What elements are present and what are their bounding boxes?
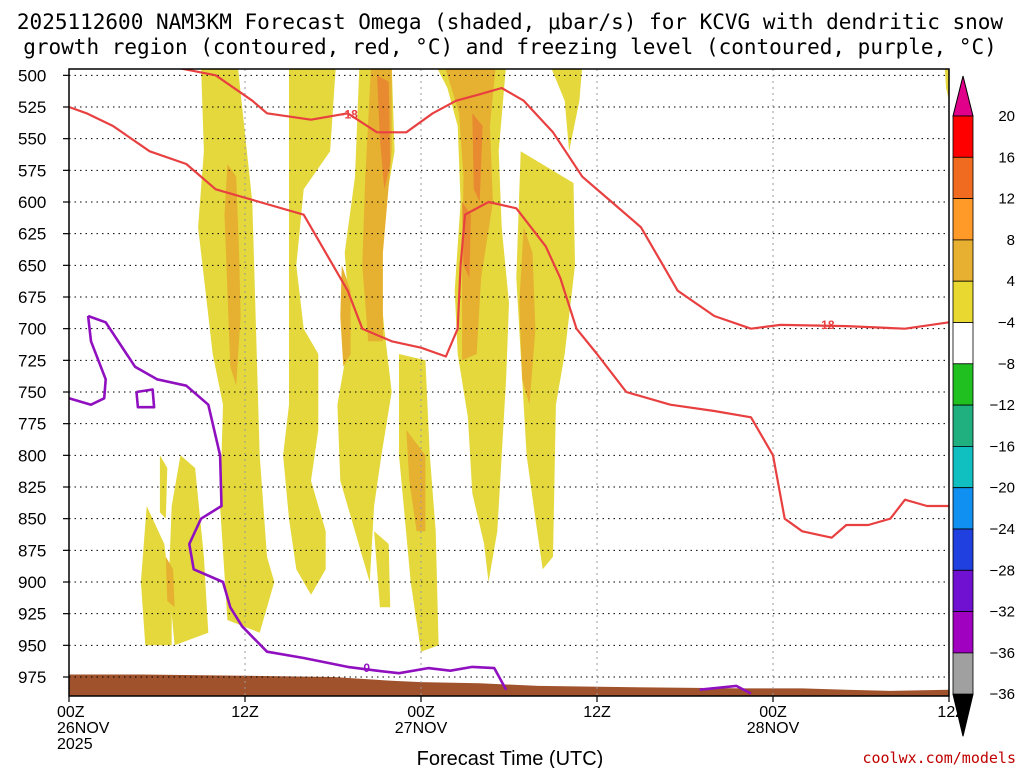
ytick-label-700: 700 (18, 320, 46, 339)
colorbar-swatch-5 (952, 322, 974, 365)
ytick-label-675: 675 (18, 288, 46, 307)
colorbar-label-9: −20 (990, 480, 1015, 497)
freezing-contour-0 (87, 314, 508, 691)
ytick-label-650: 650 (18, 256, 46, 275)
y-axis: 500 525 550 575 600 625 650 675 700 725 750 775 800 8… (18, 66, 69, 687)
colorbar-label-7: −12 (990, 397, 1015, 414)
contour-label-0: −18 (337, 108, 358, 122)
freezing-contour-3 (699, 684, 752, 695)
x-axis-label: Forecast Time (UTC) (417, 748, 604, 768)
omega-region-18 (165, 556, 175, 608)
omega-region-11 (944, 69, 949, 101)
ytick-label-775: 775 (18, 415, 46, 434)
contour-label-2: 0 (363, 661, 370, 675)
freezing-level-contours (69, 314, 752, 695)
omega-region-12 (224, 164, 241, 386)
colorbar-swatch-3 (952, 239, 974, 282)
chart-title-line1: 2025112600 NAM3KM Forecast Omega (shaded… (17, 10, 1004, 34)
ytick-label-850: 850 (18, 510, 46, 529)
colorbar-label-2: 12 (998, 191, 1015, 208)
colorbar-label-10: −24 (990, 521, 1015, 538)
colorbar-label-bottom: −36 (990, 686, 1015, 703)
contour-labels: −18 −18 0 (337, 108, 835, 676)
colorbar-swatch-1 (952, 156, 974, 200)
terrain-fill (69, 674, 949, 696)
colorbar-label-13: −36 (990, 645, 1015, 662)
colorbar-swatch-11 (952, 569, 974, 612)
colorbar-swatch-6 (952, 363, 974, 406)
colorbar-swatch-9 (952, 487, 974, 530)
ytick-label-525: 525 (18, 98, 46, 117)
freezing-contour-1 (69, 315, 107, 407)
colorbar-label-4: 4 (1007, 273, 1015, 290)
colorbar-swatch-4 (952, 280, 974, 323)
ytick-label-575: 575 (18, 161, 46, 180)
colorbar-swatch-2 (952, 198, 974, 241)
plot-frame (68, 68, 950, 697)
xtick-label-24-0: 00Z (407, 704, 435, 721)
ytick-label-975: 975 (18, 668, 46, 687)
xtick-label-0-1: 26NOV (57, 720, 110, 737)
ytick-label-825: 825 (18, 478, 46, 497)
ytick-label-600: 600 (18, 193, 46, 212)
ytick-label-950: 950 (18, 636, 46, 655)
xtick-label-48-0: 00Z (759, 704, 787, 721)
ytick-label-625: 625 (18, 225, 46, 244)
ytick-label-550: 550 (18, 130, 46, 149)
colorbar-label-5: −4 (998, 315, 1015, 332)
colorbar-swatch-10 (952, 528, 974, 571)
colorbar-swatch-12 (952, 611, 974, 654)
ytick-label-800: 800 (18, 446, 46, 465)
colorbar-label-1: 16 (998, 149, 1015, 166)
colorbar-label-11: −28 (990, 562, 1015, 579)
xtick-label-0-0: 00Z (57, 704, 85, 721)
credit-text: coolwx.com/models (862, 749, 1016, 767)
chart-title-line2: growth region (contoured, red, °C) and f… (23, 35, 997, 59)
colorbar-label-3: 8 (1007, 232, 1015, 249)
xtick-label-48-1: 28NOV (747, 720, 800, 737)
ytick-label-750: 750 (18, 383, 46, 402)
colorbar-label-8: −16 (990, 438, 1015, 455)
colorbar-swatch-8 (952, 445, 974, 489)
omega-region-1 (283, 69, 336, 595)
colorbar-swatch-7 (952, 404, 974, 447)
omega-region-10 (551, 69, 582, 152)
ytick-label-925: 925 (18, 605, 46, 624)
colorbar-label-12: −32 (990, 604, 1015, 621)
grid-lines (69, 69, 949, 696)
xtick-label-0-2: 2025 (57, 736, 93, 753)
ytick-label-500: 500 (18, 66, 46, 85)
colorbar-bottom-arrow (952, 693, 974, 737)
freezing-contour-2 (135, 388, 156, 409)
terrain (69, 674, 949, 696)
omega-shading (140, 69, 949, 652)
omega-region-7 (140, 506, 172, 646)
omega-region-9 (168, 455, 209, 646)
colorbar-label-0: 20 (998, 108, 1015, 125)
xtick-label-24-1: 27NOV (395, 720, 448, 737)
xtick-label-12-0: 12Z (231, 704, 259, 721)
ytick-label-725: 725 (18, 351, 46, 370)
colorbar-swatch-0 (952, 115, 974, 158)
omega-region-6 (374, 531, 391, 608)
dendritic-contours (69, 69, 949, 539)
colorbar-top-arrow (952, 75, 974, 117)
ytick-label-875: 875 (18, 541, 46, 560)
contour-label-1: −18 (814, 318, 835, 332)
omega-region-20 (472, 113, 483, 202)
dendritic-contour-0 (177, 69, 949, 330)
colorbar: 20 16 12 8 4 −4 −8 −12 −16 −20 −24 −28 −32 −36 −36 (952, 75, 1015, 737)
ytick-label-900: 900 (18, 573, 46, 592)
xtick-label-36-0: 12Z (583, 704, 611, 721)
dendritic-contour-1 (69, 105, 949, 539)
colorbar-label-6: −8 (998, 356, 1015, 373)
colorbar-swatch-13 (952, 652, 974, 695)
